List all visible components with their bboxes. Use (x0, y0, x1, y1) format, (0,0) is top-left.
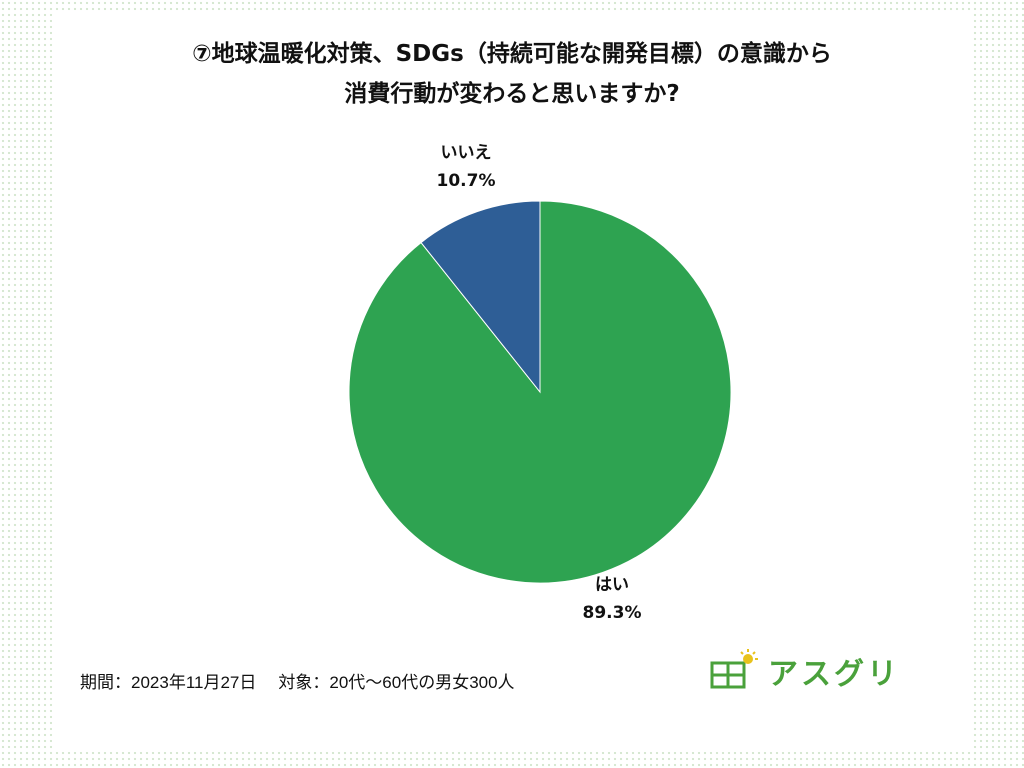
slice-label: いいえ (441, 143, 492, 163)
survey-info: 期間：2023年11月27日 対象：20代～60代の男女300人 (80, 668, 515, 693)
survey-period: 期間：2023年11月27日 (80, 673, 257, 692)
slice-value-label: 10.7% (437, 171, 496, 191)
pie-slice (348, 200, 732, 584)
slice-label: はい (595, 575, 629, 595)
brand-logo: アスグリ (708, 646, 900, 696)
chart-title-line1: ⑦地球温暖化対策、SDGs（持続可能な開発目標）の意識から (192, 41, 832, 67)
logo-text: アスグリ (768, 657, 900, 692)
pie-slice (420, 200, 541, 394)
pie-labels: はい 89.3% いいえ 10.7% (437, 143, 642, 623)
chart-title: ⑦地球温暖化対策、SDGs（持続可能な開発目標）の意識から 消費行動が変わると思… (0, 34, 1024, 114)
pie-slices (348, 200, 732, 584)
slice-value-label: 89.3% (583, 603, 642, 623)
chart-title-line2: 消費行動が変わると思いますか? (344, 81, 680, 107)
logo-sun-window-icon (710, 649, 758, 689)
survey-target: 対象：20代～60代の男女300人 (278, 673, 515, 692)
